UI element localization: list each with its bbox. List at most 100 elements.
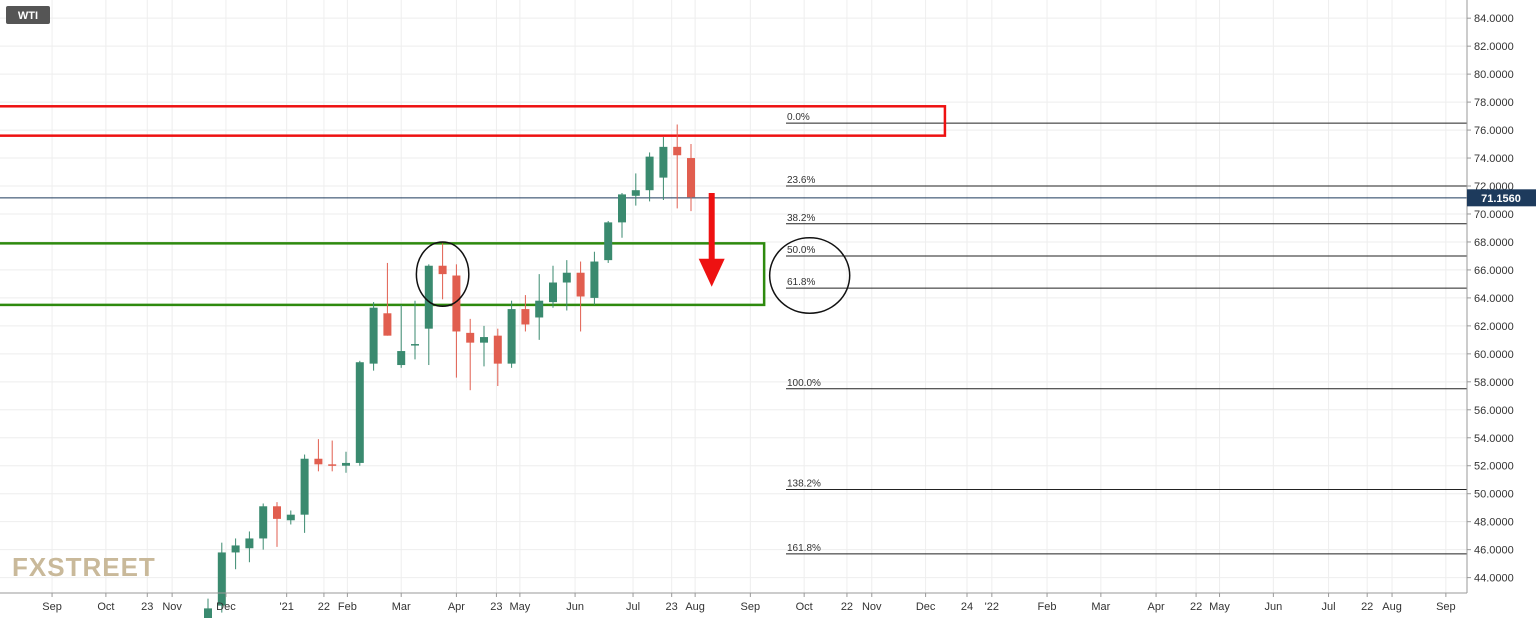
- y-tick-label: 84.0000: [1474, 13, 1514, 25]
- x-tick-label: 22: [1190, 601, 1202, 613]
- fib-label: 38.2%: [787, 213, 815, 224]
- y-tick-label: 56.0000: [1474, 405, 1514, 417]
- x-tick-label: Feb: [1038, 601, 1057, 613]
- candle-body: [383, 313, 392, 336]
- candle-body: [493, 335, 502, 364]
- x-tick-label: 24: [961, 601, 973, 613]
- y-tick-label: 68.0000: [1474, 237, 1514, 249]
- candles: [204, 124, 695, 618]
- candle-body: [273, 506, 281, 519]
- resistance-zone: [0, 105, 947, 137]
- candle-body: [342, 462, 350, 466]
- candle-body: [480, 337, 488, 343]
- candle: [659, 137, 668, 200]
- y-tick-label: 62.0000: [1474, 321, 1514, 333]
- x-tick-label: '22: [985, 601, 999, 613]
- candle: [231, 538, 240, 570]
- arrow-head: [698, 258, 725, 287]
- y-tick-label: 74.0000: [1474, 153, 1514, 165]
- x-tick-label: Dec: [916, 601, 936, 613]
- y-tick-label: 70.0000: [1474, 209, 1514, 221]
- x-tick-label: Jun: [566, 601, 584, 613]
- fib-label: 0.0%: [787, 112, 810, 123]
- x-tick-label: Dec: [216, 601, 236, 613]
- candle-body: [507, 309, 516, 364]
- fib-label: 138.2%: [787, 479, 821, 490]
- fxstreet-logo: FXSTREET: [12, 552, 156, 582]
- x-tick-label: Oct: [796, 601, 813, 613]
- candle-body: [673, 146, 682, 156]
- candle-body: [631, 190, 640, 196]
- x-tick-label: Nov: [162, 601, 182, 613]
- y-tick-label: 60.0000: [1474, 349, 1514, 361]
- candle-body: [231, 545, 240, 553]
- candle: [466, 318, 475, 391]
- candle-body: [397, 351, 406, 366]
- x-tick-label: Nov: [862, 601, 882, 613]
- x-tick-label: 22: [1361, 601, 1373, 613]
- candle: [576, 261, 585, 332]
- candle: [480, 325, 488, 367]
- candle: [300, 454, 309, 533]
- x-tick-label: Feb: [338, 601, 357, 613]
- candle-body: [369, 307, 378, 364]
- x-tick-label: May: [509, 601, 530, 613]
- candle-body: [562, 272, 571, 283]
- y-tick-label: 52.0000: [1474, 461, 1514, 473]
- x-tick-label: 22: [841, 601, 853, 613]
- candle-body: [245, 538, 254, 549]
- candle: [438, 243, 447, 300]
- grid: [0, 0, 1467, 593]
- x-tick-label: Mar: [1091, 601, 1110, 613]
- candle: [369, 302, 378, 371]
- x-tick-label: Jun: [1264, 601, 1282, 613]
- x-tick-label: 23: [141, 601, 153, 613]
- x-tick-label: Sep: [741, 601, 761, 613]
- candle: [631, 173, 640, 206]
- x-tick-label: '21: [279, 601, 293, 613]
- current-price-tag: 71.1560: [1467, 189, 1536, 207]
- y-tick-label: 54.0000: [1474, 433, 1514, 445]
- candle: [328, 440, 337, 472]
- candle-body: [549, 282, 557, 303]
- x-tick-label: Oct: [97, 601, 114, 613]
- candle-body: [424, 265, 433, 329]
- x-tick-label: Aug: [685, 601, 705, 613]
- candle: [549, 265, 557, 308]
- candle: [562, 260, 571, 311]
- y-tick-label: 48.0000: [1474, 517, 1514, 529]
- candle: [507, 300, 516, 368]
- symbol-badge[interactable]: WTI: [6, 6, 50, 24]
- candle-body: [259, 506, 268, 539]
- candle-body: [466, 332, 475, 343]
- candle-body: [300, 458, 309, 515]
- candle-body: [576, 272, 585, 297]
- candle-body: [687, 158, 695, 198]
- highlight-circle: [768, 237, 851, 315]
- candle: [493, 328, 502, 387]
- x-tick-label: Apr: [448, 601, 465, 613]
- candle: [204, 598, 212, 618]
- candle: [645, 152, 654, 202]
- axes: 84.0000 82.0000 80.0000 78.0000 76.0000 74.00…: [0, 0, 1514, 613]
- y-tick-label: 76.0000: [1474, 125, 1514, 137]
- y-tick-label: 58.0000: [1474, 377, 1514, 389]
- support-zone: [0, 242, 766, 307]
- candle-body: [521, 309, 530, 325]
- y-tick-label: 50.0000: [1474, 489, 1514, 501]
- candle: [286, 510, 295, 525]
- candle: [314, 439, 323, 472]
- symbol-label: WTI: [18, 10, 38, 22]
- fib-label: 50.0%: [787, 245, 815, 256]
- candle: [342, 451, 350, 473]
- candle: [424, 264, 433, 366]
- candle-body: [204, 608, 212, 618]
- candle: [245, 531, 254, 563]
- x-tick-label: Jul: [626, 601, 640, 613]
- candle-body: [618, 194, 626, 223]
- candle-body: [659, 146, 668, 178]
- annotations: [415, 193, 851, 315]
- candle-body: [604, 222, 613, 261]
